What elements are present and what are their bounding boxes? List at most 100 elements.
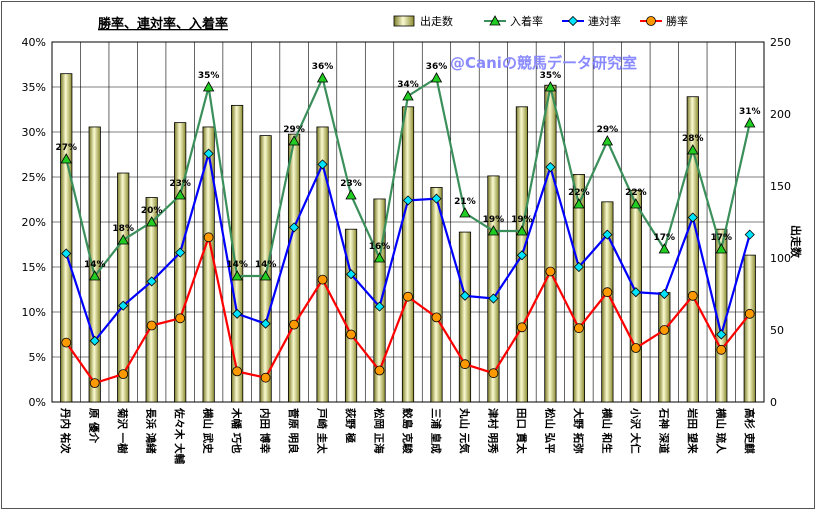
place-rate-data-label: 29%	[283, 125, 305, 135]
quinella-rate-point	[89, 335, 100, 346]
quinella-rate-point	[744, 229, 755, 240]
win-rate-point	[89, 378, 100, 389]
category-label: 鮫島 克駿	[401, 408, 414, 454]
y2-tick-label: 200	[770, 108, 791, 121]
category-label: 高杉 吏麒	[743, 408, 756, 454]
win-rate-point	[232, 366, 243, 377]
win-rate-point	[573, 323, 584, 334]
quinella-rate-point	[402, 195, 414, 206]
win-rate-point	[175, 313, 186, 324]
legend-swatch-marker	[646, 16, 656, 26]
win-rate-point	[118, 369, 129, 380]
place-rate-point	[316, 72, 329, 83]
bar	[174, 122, 187, 403]
place-rate-point	[373, 252, 386, 263]
win-rate-point	[289, 319, 299, 330]
legend-label: 入着率	[510, 14, 543, 28]
place-rate-data-label: 31%	[739, 107, 761, 117]
place-rate-point	[288, 135, 300, 146]
quinella-rate-point	[260, 318, 271, 329]
place-rate-data-label: 18%	[112, 224, 134, 234]
legend: 出走数 入着率 連対率 勝率	[393, 14, 688, 28]
quinella-rate-point	[545, 162, 556, 173]
y1-tick-label: 35%	[22, 81, 46, 94]
place-rate-data-label: 35%	[540, 71, 562, 81]
quinella-rate-point	[573, 261, 584, 273]
place-rate-point	[715, 243, 727, 254]
place-rate-data-label: 23%	[169, 179, 191, 189]
win-rate-point	[260, 372, 271, 383]
y1-tick-label: 40%	[22, 36, 46, 49]
y2-tick-label: 150	[770, 180, 791, 193]
bar	[572, 174, 585, 403]
y2-tick-label: 50	[770, 324, 784, 337]
category-label: 佐々木 大輔	[173, 407, 186, 465]
place-rate-data-label: 22%	[568, 188, 590, 198]
y1-tick-label: 5%	[29, 351, 46, 364]
quinella-rate-point	[374, 301, 385, 312]
place-rate-point	[573, 198, 585, 209]
place-rate-data-label: 17%	[654, 233, 676, 243]
place-rate-data-label: 17%	[711, 233, 733, 243]
quinella-rate-point	[602, 229, 613, 240]
place-rate-data-label: 19%	[511, 215, 533, 225]
category-label: 内田 博幸	[259, 408, 272, 454]
quinella-rate-point	[345, 269, 357, 280]
place-rate-point	[516, 225, 528, 236]
win-rate-point	[317, 274, 328, 285]
bar	[60, 73, 73, 403]
bar	[287, 133, 301, 403]
category-label: 荻野 極	[344, 408, 357, 444]
quinella-rate-point	[516, 250, 527, 261]
place-rate-point	[459, 207, 471, 218]
win-rate-point	[687, 290, 698, 301]
legend-label: 勝率	[666, 14, 688, 28]
place-rate-data-label: 27%	[55, 143, 77, 153]
category-label: 丸山 元気	[458, 407, 471, 454]
category-label: 三浦 皇成	[429, 408, 442, 454]
category-label: 菊沢 一樹	[116, 407, 129, 454]
win-rate-point	[146, 320, 157, 331]
place-rate-data-label: 21%	[454, 197, 476, 207]
category-label: 戸崎 圭太	[316, 407, 329, 454]
y2-tick-label: 100	[770, 252, 791, 265]
place-rate-point	[658, 243, 670, 254]
win-rate-point	[61, 337, 72, 348]
place-rate-point	[744, 117, 756, 128]
win-rate-point	[716, 344, 727, 355]
quinella-rate-point	[459, 290, 471, 301]
bar	[544, 84, 557, 403]
bar	[686, 96, 699, 403]
quinella-rate-point	[630, 287, 641, 298]
place-rate-point	[89, 270, 101, 281]
chart-title: 勝率、連対率、入着率	[98, 16, 228, 32]
quinella-rate-point	[146, 276, 157, 287]
place-rate-point	[630, 198, 642, 209]
bar	[231, 104, 244, 403]
y1-tick-label: 30%	[22, 126, 46, 139]
category-label: 横山 琉人	[714, 408, 727, 454]
place-rate-point	[174, 189, 186, 200]
place-rate-data-label: 22%	[625, 188, 647, 198]
place-rate-point	[544, 81, 557, 92]
category-label: 横山 武史	[202, 408, 215, 454]
win-rate-point	[744, 308, 755, 319]
bar	[344, 228, 358, 403]
legend-swatch-marker	[567, 15, 579, 27]
category-label: 長浜 鴻緒	[145, 408, 158, 454]
quinella-rate-point	[659, 288, 670, 300]
place-rate-data-label: 34%	[397, 80, 419, 90]
place-rate-data-label: 14%	[84, 260, 106, 270]
category-label: 木幡 巧也	[230, 407, 243, 454]
quinella-rate-point	[687, 212, 698, 223]
quinella-rate-point	[289, 222, 300, 233]
place-rate-point	[231, 270, 243, 281]
place-rate-data-label: 28%	[682, 134, 704, 144]
y2-tick-label: 250	[770, 36, 791, 49]
category-label: 原 優介	[88, 408, 101, 444]
win-rate-point	[488, 368, 499, 379]
place-rate-point	[601, 135, 614, 146]
bar	[430, 187, 443, 403]
y2-tick-label: 0	[770, 396, 777, 409]
